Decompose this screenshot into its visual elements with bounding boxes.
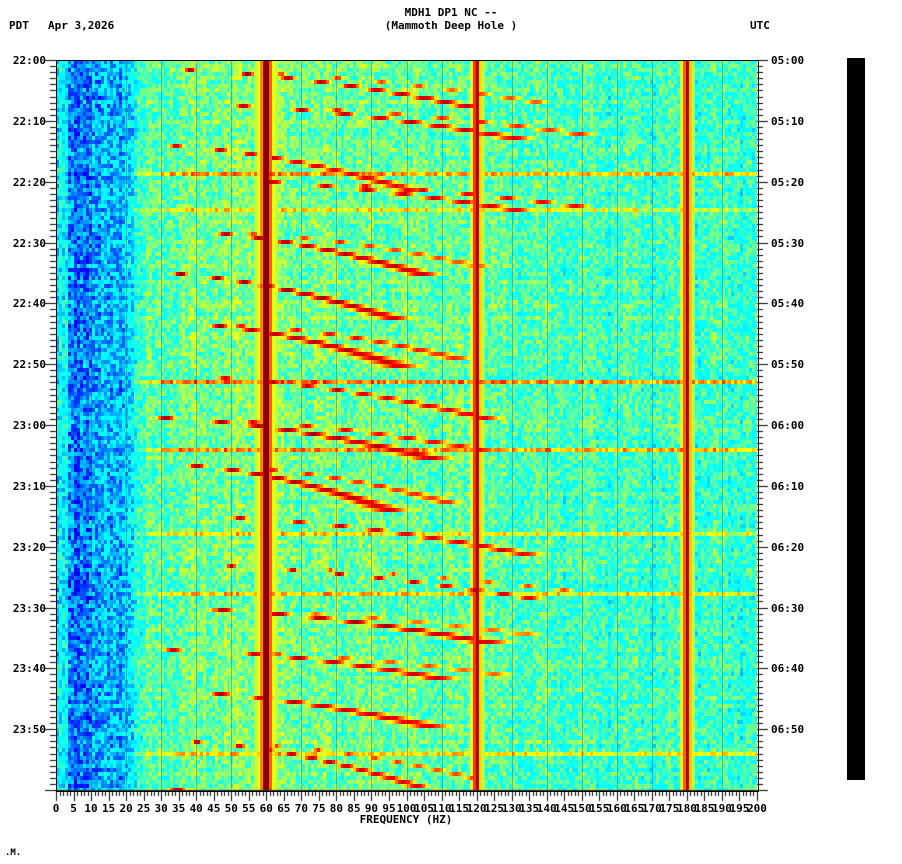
frequency-tick-label: 165 bbox=[624, 802, 645, 815]
frequency-tick-label: 50 bbox=[224, 802, 238, 815]
amplitude-scale-bar bbox=[847, 58, 865, 780]
frequency-tick-label: 180 bbox=[676, 802, 697, 815]
time-tick-label-utc: 05:10 bbox=[771, 114, 805, 128]
time-tick-label-pdt: 22:10 bbox=[12, 114, 46, 128]
time-tick-label-pdt: 22:30 bbox=[12, 236, 46, 250]
corner-artifact-mark: .M. bbox=[5, 848, 22, 858]
frequency-axis-title: FREQUENCY (HZ) bbox=[0, 813, 902, 826]
frequency-tick-label: 115 bbox=[449, 802, 469, 815]
time-tick-label-pdt: 22:50 bbox=[12, 358, 46, 372]
frequency-tick-label: 95 bbox=[382, 802, 396, 815]
timezone-label-right: UTC bbox=[750, 19, 770, 32]
frequency-tick-label: 190 bbox=[712, 802, 732, 815]
frequency-tick-label: 125 bbox=[484, 802, 505, 815]
amplitude-scale-canvas bbox=[847, 58, 865, 780]
time-tick-label-utc: 06:40 bbox=[771, 662, 805, 676]
frequency-tick-label: 120 bbox=[466, 802, 487, 815]
frequency-tick-label: 110 bbox=[431, 802, 452, 815]
frequency-tick-label: 155 bbox=[589, 802, 610, 815]
frequency-tick-label: 145 bbox=[554, 802, 575, 815]
frequency-tick-label: 105 bbox=[414, 802, 434, 815]
page-title: MDH1 DP1 NC -- bbox=[404, 6, 498, 19]
time-tick-label-utc: 05:20 bbox=[771, 175, 805, 189]
frequency-tick-label: 35 bbox=[172, 802, 186, 815]
time-tick-label-pdt: 22:40 bbox=[12, 297, 46, 311]
frequency-tick-label: 70 bbox=[294, 802, 308, 815]
time-tick-label-utc: 05:50 bbox=[771, 358, 805, 372]
time-tick-label-utc: 05:40 bbox=[771, 297, 805, 311]
frequency-tick-label: 20 bbox=[119, 802, 133, 815]
time-tick-label-pdt: 23:10 bbox=[12, 479, 46, 493]
frequency-tick-label: 100 bbox=[396, 802, 417, 815]
time-tick-label-pdt: 23:00 bbox=[12, 419, 46, 432]
time-tick-label-utc: 06:00 bbox=[771, 419, 805, 432]
time-tick-label-utc: 05:30 bbox=[771, 236, 805, 250]
time-tick-label-pdt: 23:20 bbox=[12, 540, 46, 554]
frequency-tick-label: 0 bbox=[52, 802, 60, 815]
frequency-tick-label: 175 bbox=[659, 802, 680, 815]
time-tick-label-pdt: 22:20 bbox=[12, 175, 46, 189]
time-tick-label-pdt: 23:40 bbox=[12, 662, 46, 676]
time-tick-label-utc: 06:30 bbox=[771, 601, 805, 615]
frequency-tick-label: 60 bbox=[259, 802, 273, 815]
frequency-tick-label: 185 bbox=[694, 802, 715, 815]
frequency-tick-label: 75 bbox=[312, 802, 326, 815]
frequency-tick-label: 5 bbox=[70, 802, 77, 815]
frequency-tick-label: 135 bbox=[519, 802, 540, 815]
frequency-tick-label: 30 bbox=[154, 802, 168, 815]
frequency-tick-label: 200 bbox=[747, 802, 767, 815]
time-tick-label-pdt: 22:00 bbox=[12, 54, 46, 67]
frequency-tick-label: 130 bbox=[501, 802, 522, 815]
frequency-tick-label: 40 bbox=[189, 802, 203, 815]
frequency-tick-label: 45 bbox=[207, 802, 221, 815]
frequency-tick-label: 80 bbox=[329, 802, 344, 815]
frequency-tick-label: 10 bbox=[84, 802, 98, 815]
frequency-tick-label: 55 bbox=[242, 802, 256, 815]
time-tick-label-pdt: 23:30 bbox=[12, 601, 46, 615]
frequency-tick-label: 150 bbox=[571, 802, 592, 815]
frequency-tick-label: 170 bbox=[641, 802, 662, 815]
frequency-tick-label: 140 bbox=[536, 802, 557, 815]
frequency-tick-label: 65 bbox=[277, 802, 291, 815]
frequency-tick-label: 25 bbox=[137, 802, 151, 815]
frequency-tick-label: 195 bbox=[729, 802, 750, 815]
frequency-tick-label: 85 bbox=[347, 802, 361, 815]
frequency-tick-label: 90 bbox=[364, 802, 379, 815]
frequency-tick-label: 160 bbox=[606, 802, 627, 815]
spectrogram-canvas bbox=[56, 60, 757, 790]
spectrogram-plot bbox=[56, 60, 759, 792]
frequency-tick-label: 15 bbox=[101, 802, 116, 815]
time-tick-label-utc: 05:00 bbox=[771, 54, 805, 67]
frequency-axis-title-text: FREQUENCY (HZ) bbox=[359, 813, 453, 826]
time-tick-label-utc: 06:50 bbox=[771, 723, 805, 737]
time-tick-label-utc: 06:20 bbox=[771, 540, 805, 554]
time-tick-label-pdt: 23:50 bbox=[12, 723, 46, 737]
time-tick-label-utc: 06:10 bbox=[771, 479, 805, 493]
